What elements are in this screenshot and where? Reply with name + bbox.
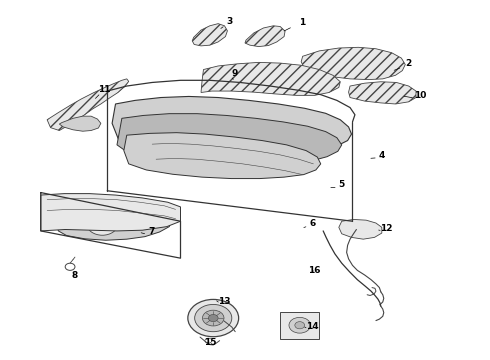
Text: 9: 9 bbox=[231, 69, 238, 78]
Circle shape bbox=[205, 338, 212, 343]
Polygon shape bbox=[117, 114, 342, 166]
Circle shape bbox=[208, 315, 218, 321]
Polygon shape bbox=[301, 47, 405, 80]
Text: 3: 3 bbox=[226, 17, 232, 26]
Text: 11: 11 bbox=[98, 85, 111, 94]
Text: 12: 12 bbox=[380, 224, 393, 233]
Circle shape bbox=[289, 318, 311, 333]
Text: 10: 10 bbox=[414, 91, 426, 100]
Polygon shape bbox=[192, 24, 227, 46]
Text: 14: 14 bbox=[306, 322, 318, 331]
Circle shape bbox=[65, 263, 75, 270]
Polygon shape bbox=[41, 194, 180, 231]
Text: 13: 13 bbox=[218, 297, 231, 306]
Text: 8: 8 bbox=[72, 270, 78, 279]
Text: 16: 16 bbox=[308, 266, 320, 275]
Polygon shape bbox=[124, 133, 321, 179]
Text: 15: 15 bbox=[203, 338, 216, 347]
Text: 1: 1 bbox=[299, 18, 306, 27]
Circle shape bbox=[188, 300, 239, 337]
Circle shape bbox=[295, 321, 305, 329]
Polygon shape bbox=[47, 79, 129, 131]
Text: 4: 4 bbox=[379, 151, 385, 160]
Polygon shape bbox=[112, 96, 351, 158]
Polygon shape bbox=[57, 203, 172, 240]
Polygon shape bbox=[59, 116, 101, 131]
Polygon shape bbox=[245, 26, 285, 46]
Circle shape bbox=[202, 310, 224, 326]
Text: 6: 6 bbox=[309, 219, 316, 228]
Polygon shape bbox=[348, 82, 416, 104]
Circle shape bbox=[87, 212, 118, 235]
Polygon shape bbox=[339, 220, 382, 239]
Polygon shape bbox=[201, 62, 340, 95]
Text: 5: 5 bbox=[339, 180, 345, 189]
Bar bbox=[280, 312, 319, 338]
Text: 7: 7 bbox=[148, 228, 154, 237]
Circle shape bbox=[195, 305, 232, 332]
Text: 2: 2 bbox=[406, 59, 412, 68]
Circle shape bbox=[94, 217, 111, 230]
